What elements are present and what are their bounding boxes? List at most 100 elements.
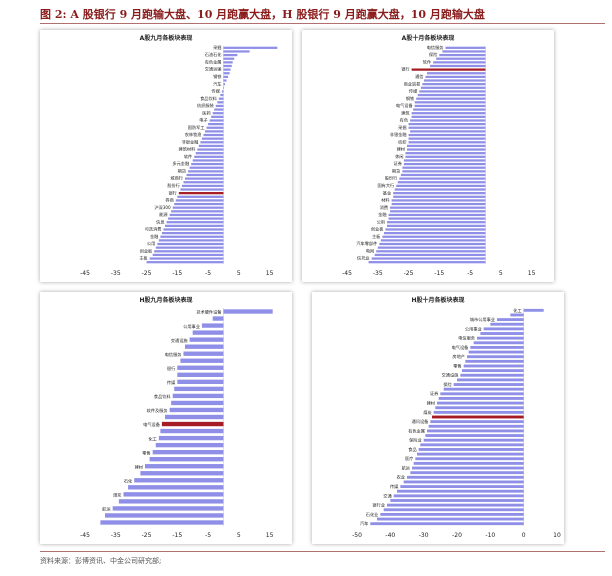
bar xyxy=(433,410,524,414)
bar xyxy=(223,50,250,53)
bar xyxy=(112,506,224,511)
bar xyxy=(425,75,486,79)
category-label: 石油石化 xyxy=(205,51,223,58)
bar xyxy=(223,46,278,49)
bar xyxy=(402,170,486,173)
bar xyxy=(467,355,524,359)
category-label: 电信服务 xyxy=(427,44,445,51)
x-tick-label: 15 xyxy=(528,270,536,277)
bar xyxy=(174,386,224,392)
x-tick-label: -15 xyxy=(172,270,182,277)
bar xyxy=(157,242,224,246)
bar xyxy=(185,177,224,180)
chart-title: A股十月各板块表现 xyxy=(401,35,455,42)
chart-title: A股九月各板块表现 xyxy=(139,35,193,42)
chart-svg: 技术硬件设备公用事业交通设施电信服务银行传媒食品饮料软件及服务电气设备化工零售建… xyxy=(80,308,274,539)
category-label: 航运 xyxy=(102,506,111,513)
bar xyxy=(423,438,524,442)
chart-panel-h-sep: 技术硬件设备 公用事业 交通设施 电信服务 银行 传媒 食品饮料 软件及服务 电气设备 化工 零售建… xyxy=(40,292,292,544)
category-label: 零售 xyxy=(453,362,461,369)
category-label: 传媒 xyxy=(409,88,418,95)
category-label: 期货 xyxy=(392,167,400,174)
bar xyxy=(411,112,486,115)
bar xyxy=(428,424,524,428)
category-label: 农业 xyxy=(397,474,405,481)
bar xyxy=(382,235,486,238)
bar xyxy=(154,250,224,253)
bar xyxy=(195,152,224,155)
bar xyxy=(165,414,224,420)
bar xyxy=(403,480,524,484)
bar xyxy=(194,155,224,158)
x-tick-label: -35 xyxy=(111,270,121,277)
bar xyxy=(427,72,486,75)
bar xyxy=(217,101,224,104)
bar xyxy=(408,141,486,144)
x-tick-label: -5 xyxy=(467,270,473,277)
bar xyxy=(408,126,486,129)
x-tick-label: -45 xyxy=(342,270,352,277)
x-tick-label: -40 xyxy=(385,532,395,539)
bar xyxy=(223,61,233,64)
bar xyxy=(399,177,486,180)
category-label: 软件及服务 xyxy=(147,407,169,414)
bar xyxy=(180,358,224,363)
category-label: 基金 xyxy=(383,189,392,195)
bar xyxy=(185,344,224,349)
bar xyxy=(223,64,232,68)
bar xyxy=(198,144,224,148)
bar xyxy=(371,257,486,260)
category-label: 汽车 xyxy=(213,80,221,87)
bar xyxy=(480,332,524,335)
bar xyxy=(212,112,224,115)
category-label: 电信服务 xyxy=(458,335,476,342)
bar xyxy=(100,520,224,525)
x-tick-label: 5 xyxy=(499,270,503,277)
category-label: 国有大行 xyxy=(377,182,394,189)
category-label: 国防军工 xyxy=(188,124,205,131)
bar xyxy=(442,50,486,53)
chart-panel-a-sep: 采掘 石油石化 有色金属 交通运输 钢铁 汽车 传媒 食品饮料 纺织服装 医药 电子 国防军工 农林牧渔… xyxy=(40,30,292,282)
bar xyxy=(383,508,524,512)
bar xyxy=(412,466,524,470)
bar xyxy=(118,499,224,504)
bar xyxy=(438,397,524,400)
bar xyxy=(436,57,486,60)
bar xyxy=(397,181,486,184)
category-label: 可选消费 xyxy=(145,226,162,233)
bar xyxy=(165,224,224,227)
bar xyxy=(463,364,524,368)
category-label: 医疗 xyxy=(405,455,413,462)
bar xyxy=(223,68,231,71)
x-tick-label: -30 xyxy=(419,532,429,539)
bar xyxy=(410,471,524,475)
bar xyxy=(171,400,224,406)
bar xyxy=(208,122,224,126)
x-tick-label: 10 xyxy=(553,532,561,539)
bar xyxy=(510,313,524,317)
category-label: 主板 xyxy=(139,255,148,262)
bar xyxy=(407,148,486,151)
bar xyxy=(376,250,486,253)
bar xyxy=(419,90,486,93)
bar xyxy=(405,152,486,155)
bar xyxy=(215,104,224,108)
category-label: 城市公用事业 xyxy=(470,316,495,323)
category-label: 交通设施 xyxy=(442,372,460,379)
bar xyxy=(168,217,224,220)
bar xyxy=(396,184,486,188)
x-tick-label: 0 xyxy=(522,532,526,539)
category-label: 传媒 xyxy=(390,483,399,490)
bar xyxy=(177,195,224,198)
bar xyxy=(445,46,486,49)
bar xyxy=(425,434,524,437)
bar xyxy=(497,318,524,322)
bar xyxy=(387,221,486,224)
bar xyxy=(374,253,486,257)
category-label: 交通设施 xyxy=(171,337,189,344)
category-label: 主板 xyxy=(372,233,381,240)
bar xyxy=(172,393,224,399)
bar xyxy=(407,475,524,479)
bar xyxy=(470,345,524,349)
category-label: 保险 xyxy=(429,51,438,58)
